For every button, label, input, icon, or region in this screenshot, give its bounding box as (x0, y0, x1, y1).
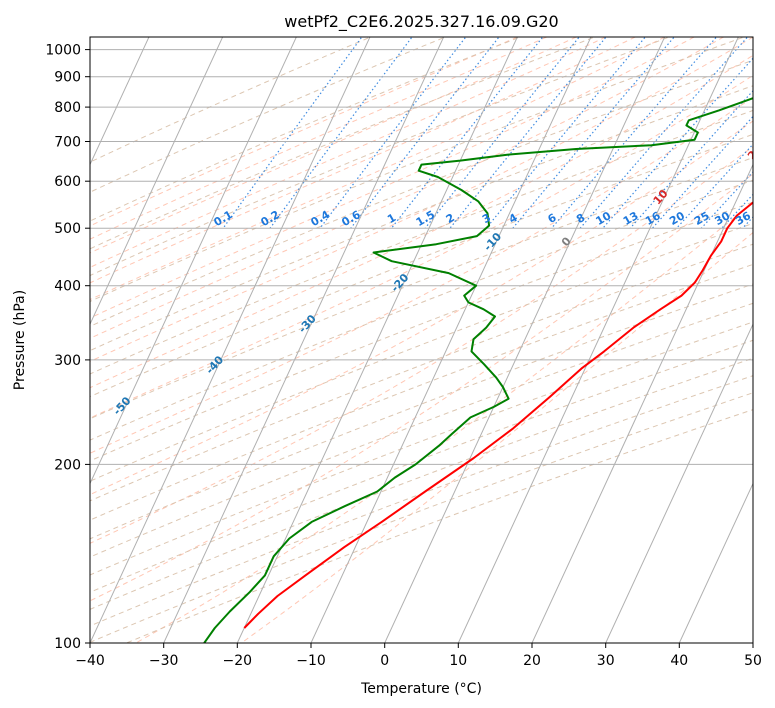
dry-adiabat-line (90, 179, 753, 441)
isotherm-line (90, 37, 371, 643)
y-tick-label: 400 (54, 279, 81, 295)
y-tick-label: 1000 (45, 43, 81, 59)
mixing-ratio-line (602, 57, 753, 229)
isotherm-line (310, 37, 592, 643)
moist-adiabat-line (90, 37, 724, 339)
mixing-ratio-line (424, 37, 580, 229)
y-tick-label: 800 (54, 100, 81, 116)
moist-adiabat-line (90, 173, 753, 602)
moist-adiabats (90, 37, 753, 643)
x-tick-label: −20 (223, 653, 253, 669)
dry-adiabat-label: 20 (745, 142, 765, 162)
x-tick-label: 50 (744, 653, 762, 669)
isotherm-line (163, 37, 445, 643)
y-tick-label: 300 (54, 353, 81, 369)
moist-adiabat-line (90, 74, 753, 419)
plot-frame (89, 36, 754, 644)
y-tick-label: 700 (54, 135, 81, 151)
dewpoint-profile-line (203, 97, 753, 643)
mixing-ratio-line (551, 37, 718, 229)
mixing-ratio-line (222, 37, 363, 229)
x-tick-label: 10 (449, 653, 467, 669)
dry-adiabat-line (90, 243, 753, 502)
isotherm-line (90, 37, 150, 166)
chart-title: wetPf2_C2E6.2025.327.16.09.G20 (284, 12, 558, 32)
mixing-ratio-line (512, 37, 675, 229)
moist-adiabat-line (90, 96, 753, 454)
moist-adiabat-line (90, 37, 695, 319)
isotherm-line (90, 37, 297, 485)
moist-adiabat-line (90, 120, 753, 496)
y-tick-label: 100 (54, 636, 81, 652)
dry-adiabat-line (90, 133, 753, 398)
isotherm-line (384, 37, 666, 643)
dry-adiabat-line (90, 37, 746, 303)
dry-adiabat-line (90, 263, 753, 521)
y-axis-label: Pressure (hPa) (12, 290, 28, 390)
isotherm-line (236, 37, 518, 643)
mixing-ratio-line (319, 37, 467, 229)
moist-adiabat-line (90, 37, 606, 268)
temperature-profile-line (243, 201, 753, 629)
mixing-ratio-line (350, 37, 500, 229)
y-tick-label: 200 (54, 457, 81, 473)
isotherm-line (531, 163, 753, 643)
x-tick-label: −30 (149, 653, 179, 669)
moist-adiabat-line (90, 146, 753, 544)
mixing-ratio-line (700, 171, 753, 229)
mixing-ratio-line (449, 37, 607, 229)
x-tick-label: 20 (523, 653, 541, 669)
isotherm-line (605, 322, 753, 643)
profile-series (203, 97, 753, 643)
y-tick-label: 900 (54, 70, 81, 86)
x-axis-label: Temperature (°C) (360, 681, 482, 697)
x-tick-label: −10 (296, 653, 326, 669)
y-tick-label: 600 (54, 174, 81, 190)
x-tick-label: −40 (75, 653, 105, 669)
x-tick-label: 30 (597, 653, 615, 669)
mixing-ratio-lines (222, 37, 753, 229)
dry-adiabat-line (90, 109, 753, 375)
plot-area: 0.10.20.40.611.52346810131620253036-100-… (90, 37, 765, 643)
dry-adiabat-line (90, 302, 753, 558)
x-tick-label: 0 (380, 653, 389, 669)
isotherm-line (678, 482, 753, 643)
y-tick-label: 500 (54, 221, 81, 237)
dry-adiabat-line (90, 357, 753, 610)
moist-adiabat-line (90, 37, 753, 362)
moist-adiabat-line (90, 37, 665, 301)
x-tick-label: 40 (670, 653, 688, 669)
isobar-gridlines (90, 49, 753, 643)
isotherm-line (90, 37, 224, 326)
moist-adiabat-line (90, 37, 577, 254)
dry-adiabat-line (90, 201, 753, 462)
